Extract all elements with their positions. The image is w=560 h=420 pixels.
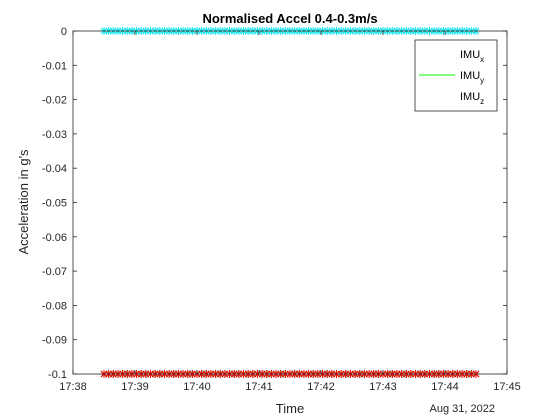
legend-entry: IMUy — [460, 70, 484, 85]
x-tick-label: 17:39 — [121, 381, 149, 393]
y-tick-label: -0.07 — [42, 266, 67, 278]
y-tick-label: 0 — [61, 26, 67, 38]
x-tick-label: 17:43 — [369, 381, 397, 393]
y-tick-label: -0.04 — [42, 163, 67, 175]
y-tick-label: -0.01 — [42, 60, 67, 72]
y-tick-label: -0.03 — [42, 129, 67, 141]
y-tick-label: -0.02 — [42, 95, 67, 107]
x-tick-label: 17:42 — [307, 381, 335, 393]
y-tick-label: -0.1 — [48, 369, 67, 381]
axes: 17:38 17:39 17:40 17:41 17:42 17:43 17:44 17:45… — [42, 26, 521, 393]
y-tick-label: -0.09 — [42, 335, 67, 347]
legend-entry: IMUz — [460, 91, 484, 106]
x-tick-label: 17:41 — [245, 381, 273, 393]
legend: IMUx IMUy IMUz — [414, 39, 498, 112]
x-tick-label: 17:45 — [493, 381, 521, 393]
x-tick-label: 17:44 — [431, 381, 459, 393]
chart-title: Normalised Accel 0.4-0.3m/s — [202, 11, 377, 26]
y-axis-label: Acceleration in g's — [16, 149, 31, 255]
x-tick-label: 17:40 — [183, 381, 211, 393]
legend-entry: IMUx — [460, 49, 484, 64]
y-tick-label: -0.08 — [42, 300, 67, 312]
x-axis-date-label: Aug 31, 2022 — [430, 403, 495, 415]
y-tick-label: -0.06 — [42, 232, 67, 244]
x-axis-label: Time — [276, 401, 304, 416]
x-tick-label: 17:38 — [59, 381, 87, 393]
y-tick-label: -0.05 — [42, 198, 67, 210]
